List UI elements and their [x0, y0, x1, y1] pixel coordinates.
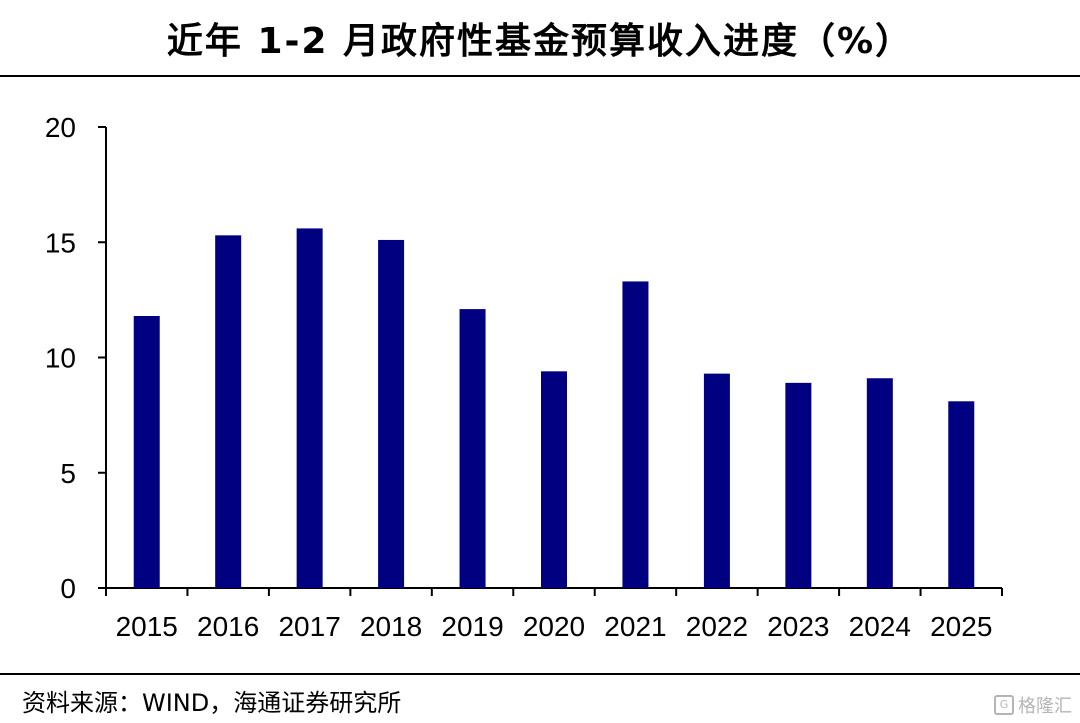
bar: [948, 401, 975, 588]
bar: [785, 382, 812, 588]
bar: [459, 309, 486, 588]
bar-chart: 0 5 10 15 20 2015 2016 2017 2018 2019 2020 2021 2022…: [45, 112, 1003, 642]
x-tick-label: 2020: [523, 611, 585, 642]
bar: [378, 239, 405, 588]
bar: [215, 235, 242, 588]
bar: [541, 371, 567, 588]
bar: [133, 316, 160, 588]
x-tick-label: 2023: [767, 611, 829, 642]
y-tick-label: 5: [60, 458, 76, 489]
bar: [296, 228, 323, 589]
x-tick-label: 2017: [278, 611, 340, 642]
x-tick-label: 2015: [116, 611, 178, 642]
y-tick-label: 20: [45, 112, 76, 143]
watermark-text: 格隆汇: [1018, 696, 1072, 717]
x-tick-label: 2025: [930, 611, 992, 642]
x-tick-label: 2019: [441, 611, 503, 642]
chart-title: 近年 1-2 月政府性基金预算收入进度（%）: [166, 21, 914, 62]
x-tick-label: 2021: [604, 611, 666, 642]
watermark: G 格隆汇: [994, 692, 1072, 718]
x-tick-label: 2024: [849, 611, 911, 642]
bar: [622, 281, 649, 588]
title-bar: 近年 1-2 月政府性基金预算收入进度（%）: [0, 0, 1080, 76]
bar: [703, 373, 730, 588]
y-tick-label: 15: [45, 227, 76, 258]
title-divider: [0, 75, 1080, 77]
y-tick-label: 0: [60, 573, 76, 604]
x-tick-label: 2018: [360, 611, 422, 642]
bar: [866, 378, 893, 588]
x-tick-label: 2022: [686, 611, 748, 642]
watermark-logo-icon: G: [994, 695, 1014, 715]
x-tick-label: 2016: [197, 611, 259, 642]
y-tick-label: 10: [45, 343, 76, 374]
source-note: 资料来源：WIND，海通证券研究所: [22, 689, 402, 717]
source-divider: [0, 673, 1080, 675]
